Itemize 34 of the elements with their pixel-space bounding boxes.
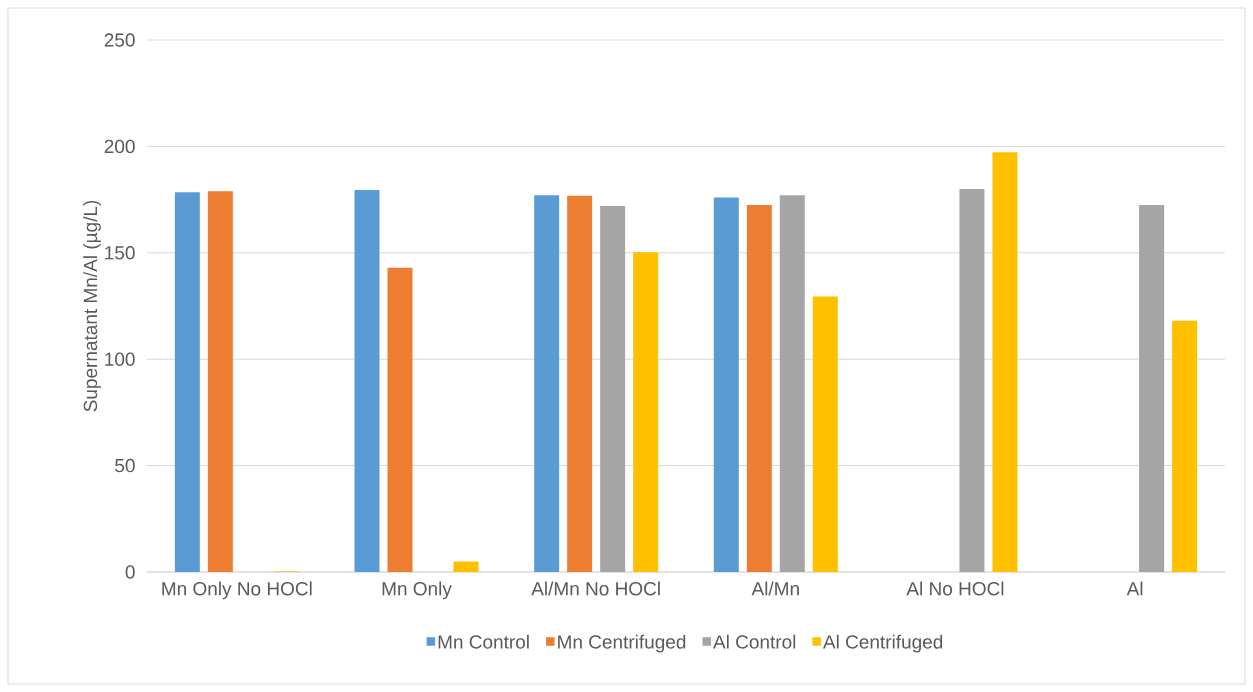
bar <box>387 267 413 572</box>
y-tick-label: 250 <box>104 33 135 47</box>
x-tick-label: Al <box>1126 581 1143 596</box>
bar <box>746 204 772 572</box>
y-tick-label: 150 <box>105 246 135 260</box>
y-tick-label: 200 <box>104 139 135 154</box>
x-tick-label: Mn Only <box>382 581 452 600</box>
legend-label: Al Control <box>713 634 796 649</box>
bar <box>354 190 380 572</box>
bar <box>633 252 659 572</box>
bar <box>174 192 200 572</box>
x-tick-label: Al No HOCl <box>906 581 1004 596</box>
bar <box>713 197 739 572</box>
bar <box>1139 204 1165 572</box>
bar <box>992 152 1018 572</box>
bar <box>959 188 985 572</box>
legend-label: Al Centrifuged <box>823 634 943 653</box>
x-tick-label: Al/Mn No HOCl <box>531 581 660 596</box>
x-tick-label: Al/Mn <box>751 581 799 596</box>
bar <box>779 195 805 572</box>
bar <box>567 195 593 572</box>
legend-label: Mn Control <box>438 634 529 649</box>
y-axis-title: Supernatant Mn/Al (µg/L) <box>83 200 101 412</box>
legend-label: Mn Centrifuged <box>558 634 686 653</box>
bar <box>1172 320 1198 572</box>
bar <box>534 195 560 572</box>
x-tick-label: Mn Only No HOCl <box>162 581 312 600</box>
y-tick-label: 0 <box>125 565 135 579</box>
bar <box>207 191 233 572</box>
bar <box>812 296 838 572</box>
bar <box>453 561 479 572</box>
bar <box>600 205 626 572</box>
y-tick-label: 100 <box>105 352 135 366</box>
y-tick-label: 50 <box>115 458 135 473</box>
